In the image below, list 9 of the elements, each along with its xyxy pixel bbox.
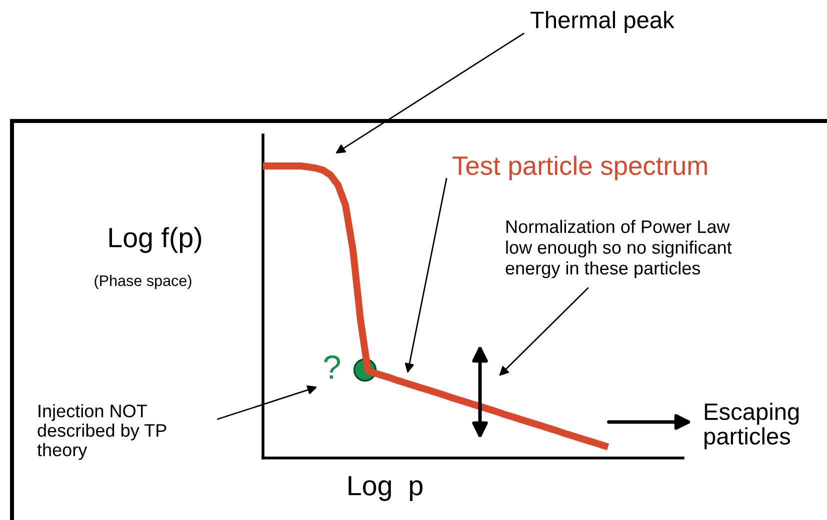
y-axis-title: Log f(p) (109, 227, 202, 253)
text: Test particle spectrum (452, 156, 707, 180)
text: Injection NOT described by TP theory (37, 404, 166, 460)
text: Escaping particles (704, 402, 799, 450)
x-axis-title: Log p (348, 476, 422, 501)
text: (Phase space) (94, 274, 192, 290)
annotation: Normalization of Power Law low enough so no significant energy in these particles (506, 220, 732, 278)
annotation: ? (324, 355, 340, 379)
text: Thermal peak (530, 10, 674, 34)
